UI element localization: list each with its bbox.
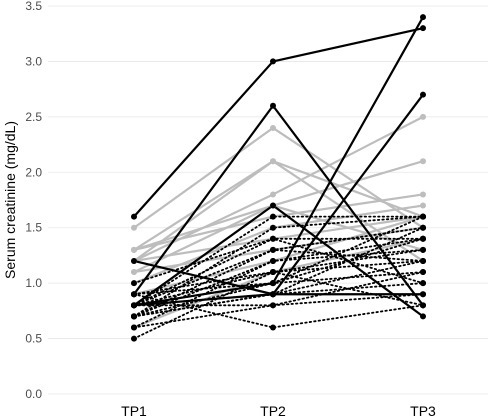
data-point bbox=[420, 202, 426, 209]
data-point bbox=[131, 224, 137, 231]
y-axis-title: Serum creatinine (mg/dL) bbox=[2, 121, 18, 279]
data-point bbox=[131, 302, 137, 309]
x-tick-labels: TP1 TP2 TP3 bbox=[121, 403, 436, 419]
data-point bbox=[420, 313, 426, 320]
series-line-dotted bbox=[133, 215, 424, 307]
x-tick-label: TP1 bbox=[121, 403, 147, 419]
data-point bbox=[270, 280, 276, 287]
data-point bbox=[131, 213, 137, 220]
data-point bbox=[270, 269, 276, 276]
data-point bbox=[131, 291, 137, 298]
data-point bbox=[270, 158, 276, 165]
data-point bbox=[420, 235, 426, 242]
data-point bbox=[270, 246, 276, 253]
series-line-dotted bbox=[133, 237, 424, 318]
data-point bbox=[420, 257, 426, 264]
x-tick-label: TP2 bbox=[260, 403, 286, 419]
data-point bbox=[270, 124, 276, 131]
data-point bbox=[270, 235, 276, 242]
data-point bbox=[131, 324, 137, 331]
data-point bbox=[420, 302, 426, 309]
y-tick-label: 2.0 bbox=[25, 165, 42, 179]
data-point bbox=[131, 246, 137, 253]
data-point bbox=[131, 280, 137, 287]
y-tick-label: 1.5 bbox=[25, 221, 42, 235]
data-point bbox=[270, 257, 276, 264]
data-point bbox=[131, 313, 137, 320]
series-layer bbox=[132, 15, 425, 340]
y-tick-label: 3.5 bbox=[25, 0, 42, 13]
data-point bbox=[420, 14, 426, 21]
y-tick-label: 0.0 bbox=[25, 387, 42, 401]
data-point bbox=[420, 269, 426, 276]
data-point bbox=[420, 291, 426, 298]
data-point bbox=[420, 191, 426, 198]
y-tick-label: 2.5 bbox=[25, 110, 42, 124]
data-point bbox=[420, 91, 426, 98]
y-tick-label: 1.0 bbox=[25, 276, 42, 290]
data-point bbox=[420, 25, 426, 32]
series-line-dotted bbox=[133, 293, 424, 329]
data-point bbox=[270, 324, 276, 331]
y-tick-labels: 0.0 0.5 1.0 1.5 2.0 2.5 3.0 3.5 bbox=[25, 0, 42, 401]
data-point bbox=[420, 280, 426, 287]
data-point bbox=[270, 191, 276, 198]
data-point bbox=[270, 213, 276, 220]
series-line-solid-dark bbox=[132, 27, 425, 218]
data-point bbox=[131, 269, 137, 276]
data-point bbox=[270, 202, 276, 209]
data-point bbox=[420, 246, 426, 253]
data-point bbox=[420, 113, 426, 120]
data-point bbox=[270, 291, 276, 298]
point-layer bbox=[131, 14, 426, 342]
data-point bbox=[131, 335, 137, 342]
data-point bbox=[270, 302, 276, 309]
data-point bbox=[131, 257, 137, 264]
grid-layer bbox=[48, 5, 488, 395]
x-tick-label: TP3 bbox=[410, 403, 436, 419]
data-point bbox=[420, 224, 426, 231]
y-tick-label: 0.5 bbox=[25, 332, 42, 346]
y-tick-label: 3.0 bbox=[25, 54, 42, 68]
data-point bbox=[270, 224, 276, 231]
data-point bbox=[270, 58, 276, 65]
data-point bbox=[420, 213, 426, 220]
data-point bbox=[270, 102, 276, 109]
data-point bbox=[420, 158, 426, 165]
